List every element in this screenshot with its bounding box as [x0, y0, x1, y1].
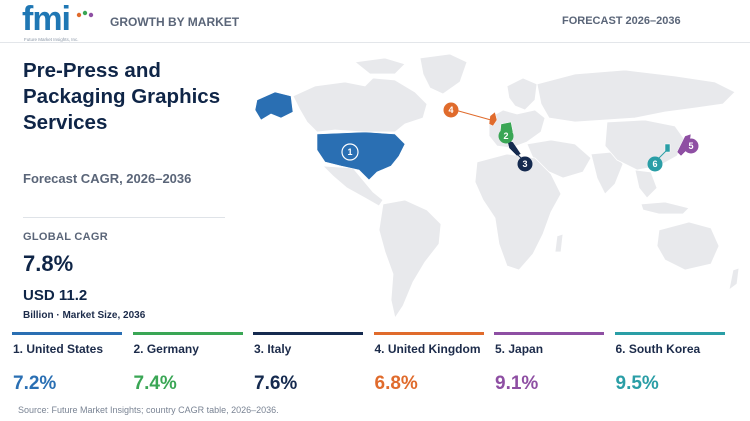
- map-marker-number: 2: [503, 131, 508, 141]
- subtitle: Forecast CAGR, 2026–2036: [23, 171, 192, 186]
- map-marker-6[interactable]: 6: [647, 156, 663, 172]
- indonesia-shape: [640, 201, 690, 215]
- country-card[interactable]: 4. United Kingdom 6.8%: [373, 332, 484, 400]
- arctic-islands-shape: [354, 57, 406, 75]
- country-card[interactable]: 3. Italy 7.6%: [253, 332, 363, 400]
- global-cagr-label: GLOBAL CAGR: [23, 231, 108, 243]
- logo-dots-icon: [76, 10, 94, 18]
- card-cagr-value: 7.2%: [13, 373, 57, 394]
- south-korea-shape: [664, 143, 671, 153]
- global-cagr-value: 7.8%: [23, 251, 74, 276]
- card-cagr-value: 7.6%: [254, 373, 298, 394]
- map-marker-1[interactable]: 1: [341, 143, 359, 161]
- country-cards: 1. United States 7.2% 2. Germany 7.4% 3. Ita…: [12, 332, 750, 402]
- card-country-name: 4. United Kingdom: [374, 342, 481, 356]
- united-states-shape: [316, 131, 406, 181]
- map-marker-5[interactable]: 5: [683, 138, 699, 154]
- map-marker-circle: [341, 143, 359, 161]
- canada-shape: [292, 77, 428, 133]
- fmi-logo[interactable]: fmi Future Market Insights, Inc.: [22, 2, 94, 42]
- source-note: Source: Future Market Insights; country …: [18, 405, 279, 415]
- card-country-name: 3. Italy: [254, 342, 292, 356]
- australia-shape: [656, 221, 720, 271]
- card-color-bar: [132, 332, 243, 335]
- map-marker-circle: [498, 128, 514, 144]
- logo-tagline: Future Market Insights, Inc.: [24, 37, 79, 42]
- map-marker-3[interactable]: 3: [517, 156, 533, 172]
- country-card[interactable]: 5. Japan 9.1%: [494, 332, 604, 400]
- map-marker-circle: [443, 102, 459, 118]
- scandinavia-shape: [506, 77, 538, 111]
- map-marker-number: 3: [522, 159, 527, 169]
- card-color-bar: [614, 332, 725, 335]
- map-marker-number: 5: [688, 141, 693, 151]
- united-kingdom-shape: [488, 111, 498, 127]
- market-size-value: USD 11.2: [23, 287, 88, 304]
- card-color-bar: [12, 332, 122, 335]
- russia-shape: [536, 69, 736, 123]
- south-america-shape: [378, 199, 442, 320]
- card-color-bar: [494, 332, 604, 335]
- growth-by-market-label: GROWTH BY MARKET: [110, 15, 240, 29]
- africa-shape: [474, 153, 562, 271]
- divider: [23, 217, 225, 218]
- country-card[interactable]: 1. United States 7.2%: [12, 332, 122, 400]
- card-cagr-value: 6.8%: [374, 373, 418, 394]
- card-country-name: 1. United States: [13, 342, 104, 356]
- mexico-shape: [321, 165, 384, 207]
- china-shape: [604, 119, 686, 171]
- card-country-name: 6. South Korea: [615, 342, 701, 356]
- map-marker-number: 4: [448, 105, 453, 115]
- card-color-bar: [253, 332, 363, 335]
- map-marker-circle: [683, 138, 699, 154]
- header-bar: fmi Future Market Insights, Inc. GROWTH …: [0, 0, 750, 43]
- card-cagr-value: 7.4%: [133, 373, 177, 394]
- uk-leader-line: [454, 109, 492, 121]
- card-country-name: 2. Germany: [133, 342, 199, 356]
- map-marker-4[interactable]: 4: [443, 102, 459, 118]
- map-marker-circle: [647, 156, 663, 172]
- new-zealand-shape: [728, 267, 740, 291]
- market-size-note: Billion · Market Size, 2036: [23, 310, 146, 321]
- map-marker-number: 6: [652, 159, 657, 169]
- map-marker-circle: [517, 156, 533, 172]
- country-card[interactable]: 2. Germany 7.4%: [132, 332, 243, 400]
- greenland-shape: [419, 53, 468, 95]
- forecast-period-label: FORECAST 2026–2036: [562, 15, 681, 27]
- country-card[interactable]: 6. South Korea 9.5%: [614, 332, 725, 400]
- southeast-asia-shape: [634, 169, 658, 199]
- card-country-name: 5. Japan: [495, 342, 544, 356]
- map-marker-number: 1: [347, 147, 352, 157]
- madagascar-shape: [554, 233, 564, 253]
- card-cagr-value: 9.5%: [615, 373, 659, 394]
- alaska-shape: [254, 91, 294, 121]
- card-color-bar: [373, 332, 484, 335]
- land-shapes: [292, 53, 740, 320]
- world-map: 1 2 3 4 5 6: [254, 53, 740, 320]
- page-title: Pre-Press and Packaging Graphics Service…: [23, 59, 221, 134]
- card-cagr-value: 9.1%: [495, 373, 539, 394]
- italy-shape: [506, 139, 522, 157]
- map-marker-2[interactable]: 2: [498, 128, 514, 144]
- logo-text: fmi: [22, 0, 71, 38]
